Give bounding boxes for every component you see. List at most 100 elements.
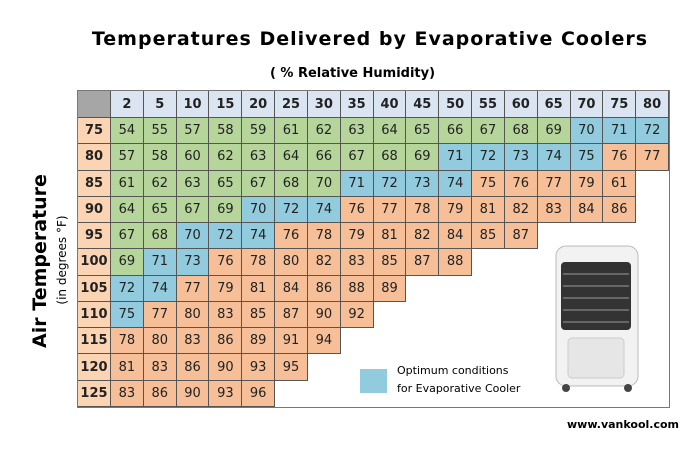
row-header: 115 [78,328,111,355]
cell: 65 [143,196,177,224]
cell: 86 [307,275,341,302]
column-header: 45 [406,91,440,118]
cell: 63 [242,144,276,171]
row-header: 100 [78,249,111,276]
cell: 77 [636,144,669,171]
legend-text: for Evaporative Cooler [397,382,521,395]
cell: 61 [603,170,637,197]
cell: 83 [176,328,210,355]
cell: 73 [406,170,440,197]
cell: 80 [143,328,177,355]
cell: 79 [439,196,473,224]
cell: 68 [275,170,308,197]
axis-unit: (in degrees °F) [55,215,69,305]
legend-text: Optimum conditions [397,364,509,377]
cell: 84 [275,275,308,302]
cell: 96 [242,380,276,407]
cell: 77 [537,170,571,197]
cell: 88 [439,249,473,276]
cell: 64 [111,196,144,224]
cell: 82 [504,196,538,224]
cell: 91 [275,328,308,355]
column-header: 35 [340,91,374,118]
cell: 88 [340,275,374,302]
cell: 82 [307,249,341,276]
cell: 90 [176,380,210,407]
cell: 79 [209,275,243,302]
cell: 75 [111,301,144,329]
cell: 86 [603,196,637,224]
cell: 67 [340,144,374,171]
cell: 79 [570,170,604,197]
cell: 72 [209,223,243,250]
cell: 85 [242,301,276,329]
cell: 75 [570,144,604,171]
cell: 83 [143,354,177,381]
cell: 76 [603,144,637,171]
row-header: 110 [78,301,111,329]
cell: 62 [143,170,177,197]
row-header: 95 [78,223,111,250]
cell: 72 [636,118,669,145]
cell: 89 [373,275,407,302]
cell: 78 [406,196,440,224]
cell: 78 [242,249,276,276]
cell: 78 [111,328,144,355]
cell: 69 [406,144,440,171]
cell: 65 [406,118,440,145]
cell: 87 [406,249,440,276]
cell: 73 [504,144,538,171]
column-header: 80 [636,91,669,118]
cell: 70 [176,223,210,250]
cell: 93 [209,380,243,407]
cell: 57 [111,144,144,171]
cell: 80 [275,249,308,276]
subtitle: ( % Relative Humidity) [269,66,436,81]
cell: 81 [472,196,505,224]
cell: 93 [242,354,276,381]
cell: 95 [275,354,308,381]
cell: 72 [472,144,505,171]
cell: 74 [537,144,571,171]
cell: 90 [209,354,243,381]
column-header: 10 [176,91,210,118]
cell: 92 [340,301,374,329]
cell: 63 [176,170,210,197]
cell: 76 [504,170,538,197]
cell: 61 [111,170,144,197]
title: Temperatures Delivered by Evaporative Co… [91,28,649,50]
cell: 62 [209,144,243,171]
row-header: 85 [78,170,111,197]
cell: 69 [209,196,243,224]
cell: 55 [143,118,177,145]
cell: 64 [373,118,407,145]
cell: 72 [275,196,308,224]
cell: 83 [209,301,243,329]
cell: 70 [570,118,604,145]
cell: 79 [340,223,374,250]
cell: 60 [176,144,210,171]
cell: 86 [209,328,243,355]
column-header: 75 [603,91,637,118]
cell: 90 [307,301,341,329]
cell: 78 [307,223,341,250]
cell: 54 [111,118,144,145]
column-header: 15 [209,91,243,118]
column-header: 50 [439,91,473,118]
cell: 70 [307,170,341,197]
column-header: 30 [307,91,341,118]
cell: 76 [275,223,308,250]
cell: 76 [340,196,374,224]
cell: 69 [111,249,144,276]
cell: 80 [176,301,210,329]
cell: 83 [111,380,144,407]
column-header: 70 [570,91,604,118]
cell: 77 [176,275,210,302]
cell: 84 [439,223,473,250]
cell: 86 [176,354,210,381]
cell: 65 [209,170,243,197]
row-header: 80 [78,144,111,171]
cell: 68 [373,144,407,171]
cell: 83 [340,249,374,276]
cell: 73 [176,249,210,276]
